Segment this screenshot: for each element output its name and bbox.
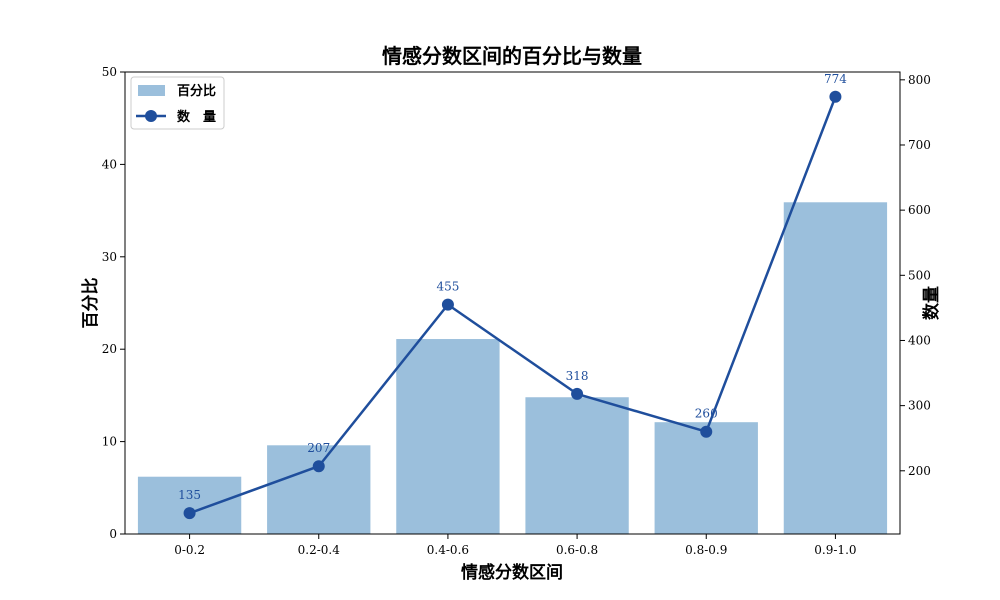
x-tick-label: 0-0.2 — [174, 543, 205, 557]
y-tick-label: 50 — [102, 65, 117, 79]
count-data-label: 318 — [566, 369, 589, 383]
y-axis-title: 百分比 — [80, 278, 101, 329]
bar-0.8-0.9 — [655, 422, 758, 534]
count-point-0.9-1.0 — [829, 91, 841, 103]
legend-label-bar: 百分比 — [177, 83, 216, 99]
count-data-label: 455 — [436, 280, 459, 294]
y2-tick-label: 200 — [908, 464, 931, 478]
y-tick-label: 40 — [102, 157, 117, 171]
count-point-0.8-0.9 — [700, 426, 712, 438]
y2-tick-label: 400 — [908, 333, 931, 347]
y2-tick-label: 600 — [908, 203, 931, 217]
y2-tick-label: 300 — [908, 399, 931, 413]
y2-tick-label: 500 — [908, 268, 931, 282]
count-point-0.2-0.4 — [313, 460, 325, 472]
count-data-label: 774 — [824, 72, 847, 86]
bar-0.2-0.4 — [267, 445, 370, 534]
x-tick-label: 0.9-1.0 — [814, 543, 856, 557]
legend: 百分比 数 量 — [131, 77, 224, 129]
bar-0.6-0.8 — [525, 397, 628, 534]
legend-swatch-bar — [138, 85, 165, 96]
count-data-label: 135 — [178, 488, 201, 502]
bar-0.9-1.0 — [784, 202, 887, 534]
count-point-0.4-0.6 — [442, 299, 454, 311]
y-tick-label: 10 — [102, 435, 117, 449]
y-tick-label: 30 — [102, 250, 117, 264]
legend-label-line: 数 量 — [177, 109, 216, 125]
count-data-label: 260 — [695, 407, 718, 421]
chart-title: 情感分数区间的百分比与数量 — [382, 44, 642, 68]
count-point-0.6-0.8 — [571, 388, 583, 400]
bar-0.4-0.6 — [396, 339, 499, 534]
y2-tick-label: 800 — [908, 73, 931, 87]
x-tick-label: 0.2-0.4 — [298, 543, 341, 557]
y2-tick-label: 700 — [908, 138, 931, 152]
y-tick-label: 0 — [109, 527, 117, 541]
count-point-0-0.2 — [184, 507, 196, 519]
x-axis-title: 情感分数区间 — [461, 562, 563, 583]
bar-0-0.2 — [138, 477, 241, 534]
y2-axis-title: 数量 — [921, 286, 942, 320]
x-tick-label: 0.6-0.8 — [556, 543, 598, 557]
count-data-label: 207 — [307, 441, 330, 455]
x-tick-label: 0.4-0.6 — [427, 543, 469, 557]
y-tick-label: 20 — [102, 342, 117, 356]
legend-swatch-marker — [145, 110, 157, 122]
x-tick-label: 0.8-0.9 — [685, 543, 727, 557]
